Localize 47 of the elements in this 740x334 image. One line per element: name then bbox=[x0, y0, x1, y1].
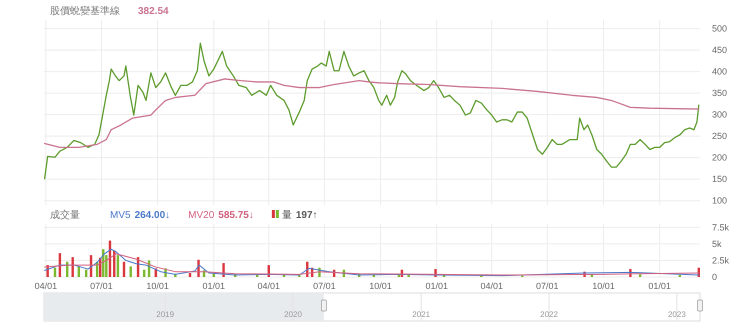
y-tick-label: 250 bbox=[712, 131, 728, 142]
x-tick-label: 07/01 bbox=[90, 281, 113, 291]
y-tick-label: 350 bbox=[712, 88, 728, 98]
bar bbox=[84, 270, 88, 277]
x-tick-label: 07/01 bbox=[536, 281, 559, 291]
bar bbox=[116, 255, 120, 277]
legend: 成交量 MV5 264.00↓ MV20 585.75↓ 量 197↑ bbox=[50, 210, 318, 221]
bar bbox=[638, 274, 642, 277]
bar bbox=[113, 250, 116, 277]
bar bbox=[66, 262, 68, 277]
y-tick-label: 0 bbox=[712, 272, 718, 282]
bar bbox=[102, 249, 104, 277]
x2-tick-label: 2020 bbox=[284, 310, 302, 319]
line-series bbox=[44, 78, 700, 148]
y-tick-label: 400 bbox=[712, 66, 728, 77]
bar bbox=[142, 270, 146, 277]
x-tick-label: 01/01 bbox=[648, 281, 671, 291]
y-tick-label: 2.5k bbox=[712, 255, 730, 266]
legend-label: 量 bbox=[282, 210, 292, 221]
y-tick-label: 150 bbox=[712, 174, 728, 184]
y-tick-label: 7.5k bbox=[712, 222, 730, 232]
y-tick-label: 5k bbox=[712, 238, 722, 249]
bar bbox=[78, 266, 80, 277]
bar bbox=[130, 266, 132, 277]
legend: 股價蛻變基準線 382.54 bbox=[50, 6, 169, 17]
bar bbox=[58, 253, 62, 277]
x-tick-label: 10/01 bbox=[592, 281, 615, 291]
x-tick-label: 10/01 bbox=[146, 281, 169, 291]
y-tick-label: 100 bbox=[712, 196, 728, 206]
bar bbox=[72, 257, 74, 277]
x2-tick-label: 2023 bbox=[668, 310, 686, 319]
y-tick-label: 200 bbox=[712, 152, 728, 163]
x-tick-label: 01/01 bbox=[425, 281, 448, 291]
x-tick-label: 04/01 bbox=[258, 281, 280, 291]
x-tick-label: 10/01 bbox=[369, 281, 392, 291]
x-tick-label: 01/01 bbox=[202, 281, 226, 291]
chart-title: 成交量 bbox=[50, 209, 80, 221]
x2-tick-label: 2021 bbox=[412, 310, 431, 319]
y-tick-label: 450 bbox=[712, 45, 728, 56]
x-tick-label: 07/01 bbox=[313, 281, 336, 291]
x-tick-label: 04/01 bbox=[34, 281, 58, 291]
x-tick-label: 04/01 bbox=[480, 281, 503, 291]
y-tick-label: 300 bbox=[712, 110, 728, 120]
x2-tick-label: 2022 bbox=[540, 310, 558, 319]
y-tick-label: 500 bbox=[712, 24, 728, 34]
line-series bbox=[44, 42, 700, 180]
x2-tick-label: 2019 bbox=[156, 310, 175, 319]
